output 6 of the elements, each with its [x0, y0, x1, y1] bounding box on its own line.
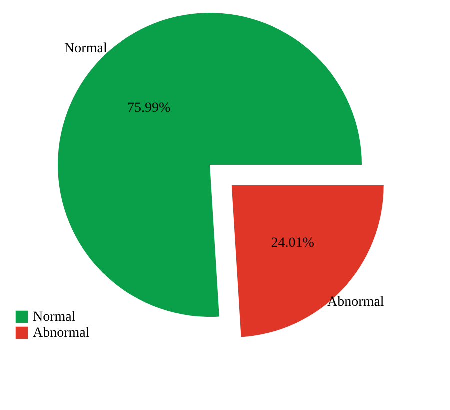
legend-label: Normal: [33, 310, 76, 325]
legend-label: Abnormal: [33, 326, 90, 341]
slice-label: Abnormal: [328, 295, 384, 310]
slice-label: Normal: [64, 41, 108, 56]
data-label: 24.01%: [271, 236, 315, 251]
data-label: 75.99%: [127, 100, 171, 116]
